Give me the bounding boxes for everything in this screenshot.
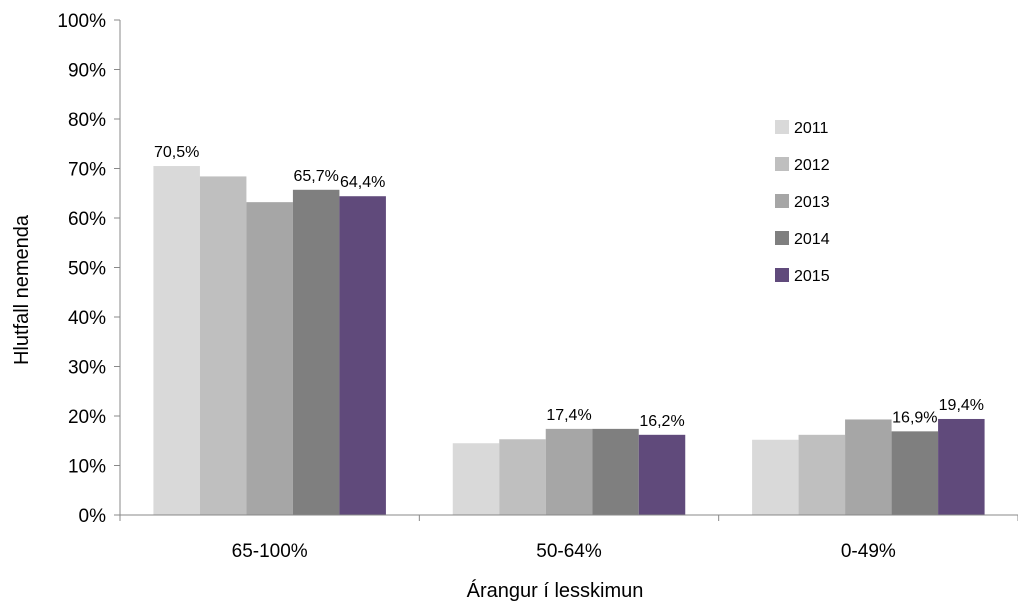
- y-tick-label: 50%: [68, 259, 106, 280]
- y-tick-label: 80%: [68, 110, 106, 131]
- x-tick-label: 0-49%: [841, 541, 896, 562]
- bar-2015-0: [339, 196, 386, 515]
- legend-label: 2014: [794, 231, 830, 248]
- y-tick-label: 60%: [68, 209, 106, 230]
- y-tick-label: 20%: [68, 407, 106, 428]
- x-tick-label: 65-100%: [232, 541, 308, 562]
- y-tick-label: 40%: [68, 308, 106, 329]
- data-label: 64,4%: [340, 174, 385, 191]
- y-tick-label: 100%: [57, 11, 106, 32]
- y-tick-label: 30%: [68, 358, 106, 379]
- bar-2012-2: [798, 434, 846, 515]
- y-tick-label: 90%: [68, 61, 106, 82]
- legend-swatch: [775, 268, 789, 282]
- bar-2012-1: [499, 439, 546, 515]
- legend-label: 2012: [794, 157, 830, 174]
- data-label: 65,7%: [293, 168, 338, 185]
- bar-2014-1: [592, 428, 639, 515]
- y-axis-ticks: 0% 10% 20% 30% 40% 50% 60% 70% 80% 90% 100%: [57, 11, 120, 527]
- data-label: 16,2%: [639, 413, 684, 430]
- legend-swatch: [775, 231, 789, 245]
- legend-swatch: [775, 157, 789, 171]
- bars: [153, 166, 985, 516]
- data-label: 70,5%: [154, 144, 199, 161]
- y-tick-label: 70%: [68, 160, 106, 181]
- x-axis-ticks: 65-100% 50-64% 0-49%: [119, 515, 1018, 562]
- bar-2014-2: [891, 431, 939, 515]
- data-label: 16,9%: [892, 409, 937, 426]
- bar-2015-1: [638, 434, 686, 515]
- data-labels: 70,5% 65,7% 64,4% 17,4% 16,2% 16,9%19,4%: [154, 144, 984, 430]
- legend-swatch: [775, 194, 789, 208]
- data-label: 17,4%: [546, 407, 591, 424]
- bar-2015-2: [938, 418, 985, 515]
- bar-2013-0: [246, 202, 293, 515]
- y-axis-title: Hlutfall nemenda: [11, 214, 33, 365]
- legend-label: 2013: [794, 194, 830, 211]
- legend-swatch: [775, 120, 789, 134]
- legend-label: 2011: [794, 120, 829, 137]
- bar-2012-0: [199, 176, 247, 516]
- data-label: 19,4%: [939, 397, 984, 414]
- x-axis-title: Árangur í lesskimun: [467, 579, 644, 602]
- x-tick-label: 50-64%: [536, 541, 602, 562]
- bar-2011-1: [452, 443, 500, 515]
- bar-2011-2: [752, 439, 799, 515]
- bar-2011-0: [153, 166, 200, 515]
- legend-label: 2015: [794, 268, 830, 285]
- bar-2014-0: [292, 189, 340, 515]
- y-tick-label: 10%: [68, 457, 106, 478]
- bar-2013-2: [845, 419, 892, 515]
- bar-2013-1: [545, 428, 593, 515]
- legend: 2011 2012 2013 2014 2015: [775, 120, 830, 285]
- y-tick-label: 0%: [79, 506, 107, 527]
